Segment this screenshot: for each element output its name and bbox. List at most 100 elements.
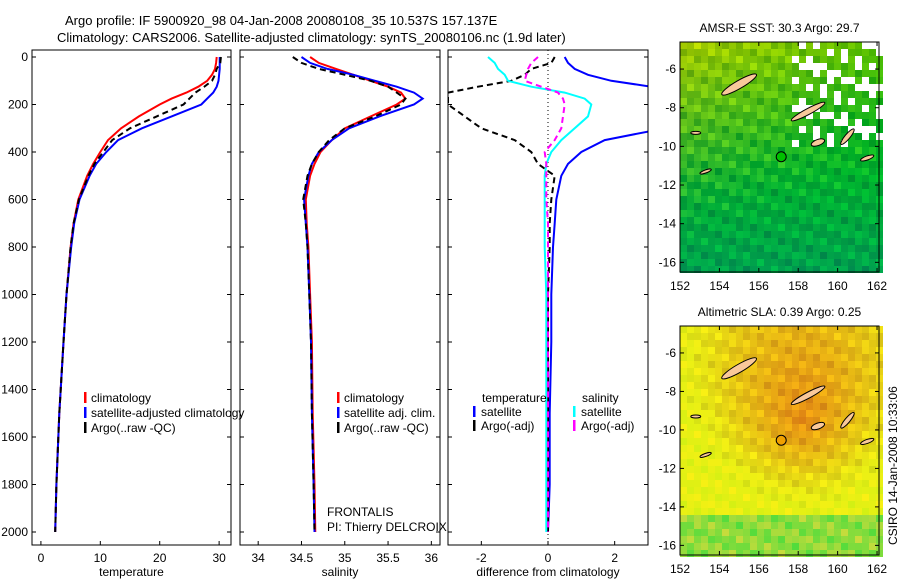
map-cell — [792, 361, 799, 368]
map-cell — [687, 340, 694, 347]
map-cell — [855, 473, 862, 480]
map-cell — [778, 333, 785, 340]
map-cell — [771, 361, 778, 368]
map-cell — [736, 445, 743, 452]
map-cell — [757, 175, 764, 182]
y-tick-label: -16 — [659, 255, 677, 269]
map-cell — [736, 354, 743, 361]
map-cell — [827, 410, 834, 417]
map-cell — [813, 252, 820, 259]
map-cell — [687, 182, 694, 189]
map-cell — [855, 543, 862, 550]
map-cell — [785, 375, 792, 382]
map-cell — [687, 529, 694, 536]
map-cell — [743, 501, 750, 508]
map-cell — [806, 361, 813, 368]
map-cell — [841, 70, 848, 77]
map-cell — [778, 368, 785, 375]
map-cell — [813, 98, 820, 105]
map-cell — [750, 396, 757, 403]
map-cell — [701, 389, 708, 396]
map-cell — [694, 361, 701, 368]
map-cell — [827, 515, 834, 522]
map-cell — [708, 431, 715, 438]
map-cell — [750, 231, 757, 238]
y-tick-label: 1600 — [1, 430, 28, 444]
map-cell — [771, 168, 778, 175]
x-axis-label: temperature — [99, 565, 164, 579]
map-cell — [806, 189, 813, 196]
map-cell — [834, 168, 841, 175]
map-cell — [743, 210, 750, 217]
map-cell — [778, 112, 785, 119]
map-cell — [708, 410, 715, 417]
map-cell — [785, 389, 792, 396]
map-cell — [722, 203, 729, 210]
map-cell — [848, 438, 855, 445]
map-cell — [736, 466, 743, 473]
map-cell — [687, 56, 694, 63]
map-cell — [813, 417, 820, 424]
map-cell — [750, 550, 757, 557]
map-cell — [694, 231, 701, 238]
map-cell — [750, 508, 757, 515]
map-cell — [841, 347, 848, 354]
map-cell — [750, 175, 757, 182]
map-cell — [869, 91, 876, 98]
map-cell — [757, 182, 764, 189]
map-cell — [820, 543, 827, 550]
map-cell — [694, 466, 701, 473]
map-cell — [680, 417, 687, 424]
series-line-satellite — [547, 56, 648, 533]
map-cell — [757, 431, 764, 438]
map-cell — [708, 175, 715, 182]
map-cell — [806, 354, 813, 361]
map-cell — [715, 189, 722, 196]
map-cell — [806, 140, 813, 147]
map-cell — [701, 508, 708, 515]
map-cell — [701, 333, 708, 340]
map-cell — [869, 175, 876, 182]
map-cell — [680, 196, 687, 203]
map-cell — [680, 133, 687, 140]
map-cell — [729, 480, 736, 487]
map-cell — [820, 56, 827, 63]
map-cell — [862, 410, 869, 417]
map-cell — [694, 126, 701, 133]
map-cell — [778, 203, 785, 210]
map-cell — [862, 536, 869, 543]
map-cell — [715, 63, 722, 70]
map-cell — [708, 203, 715, 210]
map-cell — [750, 112, 757, 119]
map-cell — [820, 49, 827, 56]
map-cell — [680, 515, 687, 522]
map-cell — [827, 438, 834, 445]
map-cell — [778, 550, 785, 557]
map-cell — [778, 259, 785, 266]
map-cell — [813, 49, 820, 56]
map-cell — [785, 396, 792, 403]
y-tick-label: -12 — [659, 178, 677, 192]
map-cell — [848, 459, 855, 466]
map-cell — [771, 550, 778, 557]
map-cell — [708, 487, 715, 494]
map-cell — [834, 347, 841, 354]
x-tick-label: 20 — [153, 551, 167, 565]
y-tick-label: 1800 — [1, 478, 28, 492]
map-cell — [834, 259, 841, 266]
map-cell — [757, 347, 764, 354]
map-cell — [827, 42, 834, 49]
map-cell — [841, 382, 848, 389]
map-cell — [827, 354, 834, 361]
map-cell — [841, 403, 848, 410]
map-cell — [715, 217, 722, 224]
map-cell — [848, 424, 855, 431]
map-cell — [848, 389, 855, 396]
map-cell — [722, 550, 729, 557]
map-cell — [785, 105, 792, 112]
map-cell — [792, 63, 799, 70]
map-cell — [869, 168, 876, 175]
map-cell — [736, 347, 743, 354]
map-cell — [792, 49, 799, 56]
map-cell — [827, 452, 834, 459]
